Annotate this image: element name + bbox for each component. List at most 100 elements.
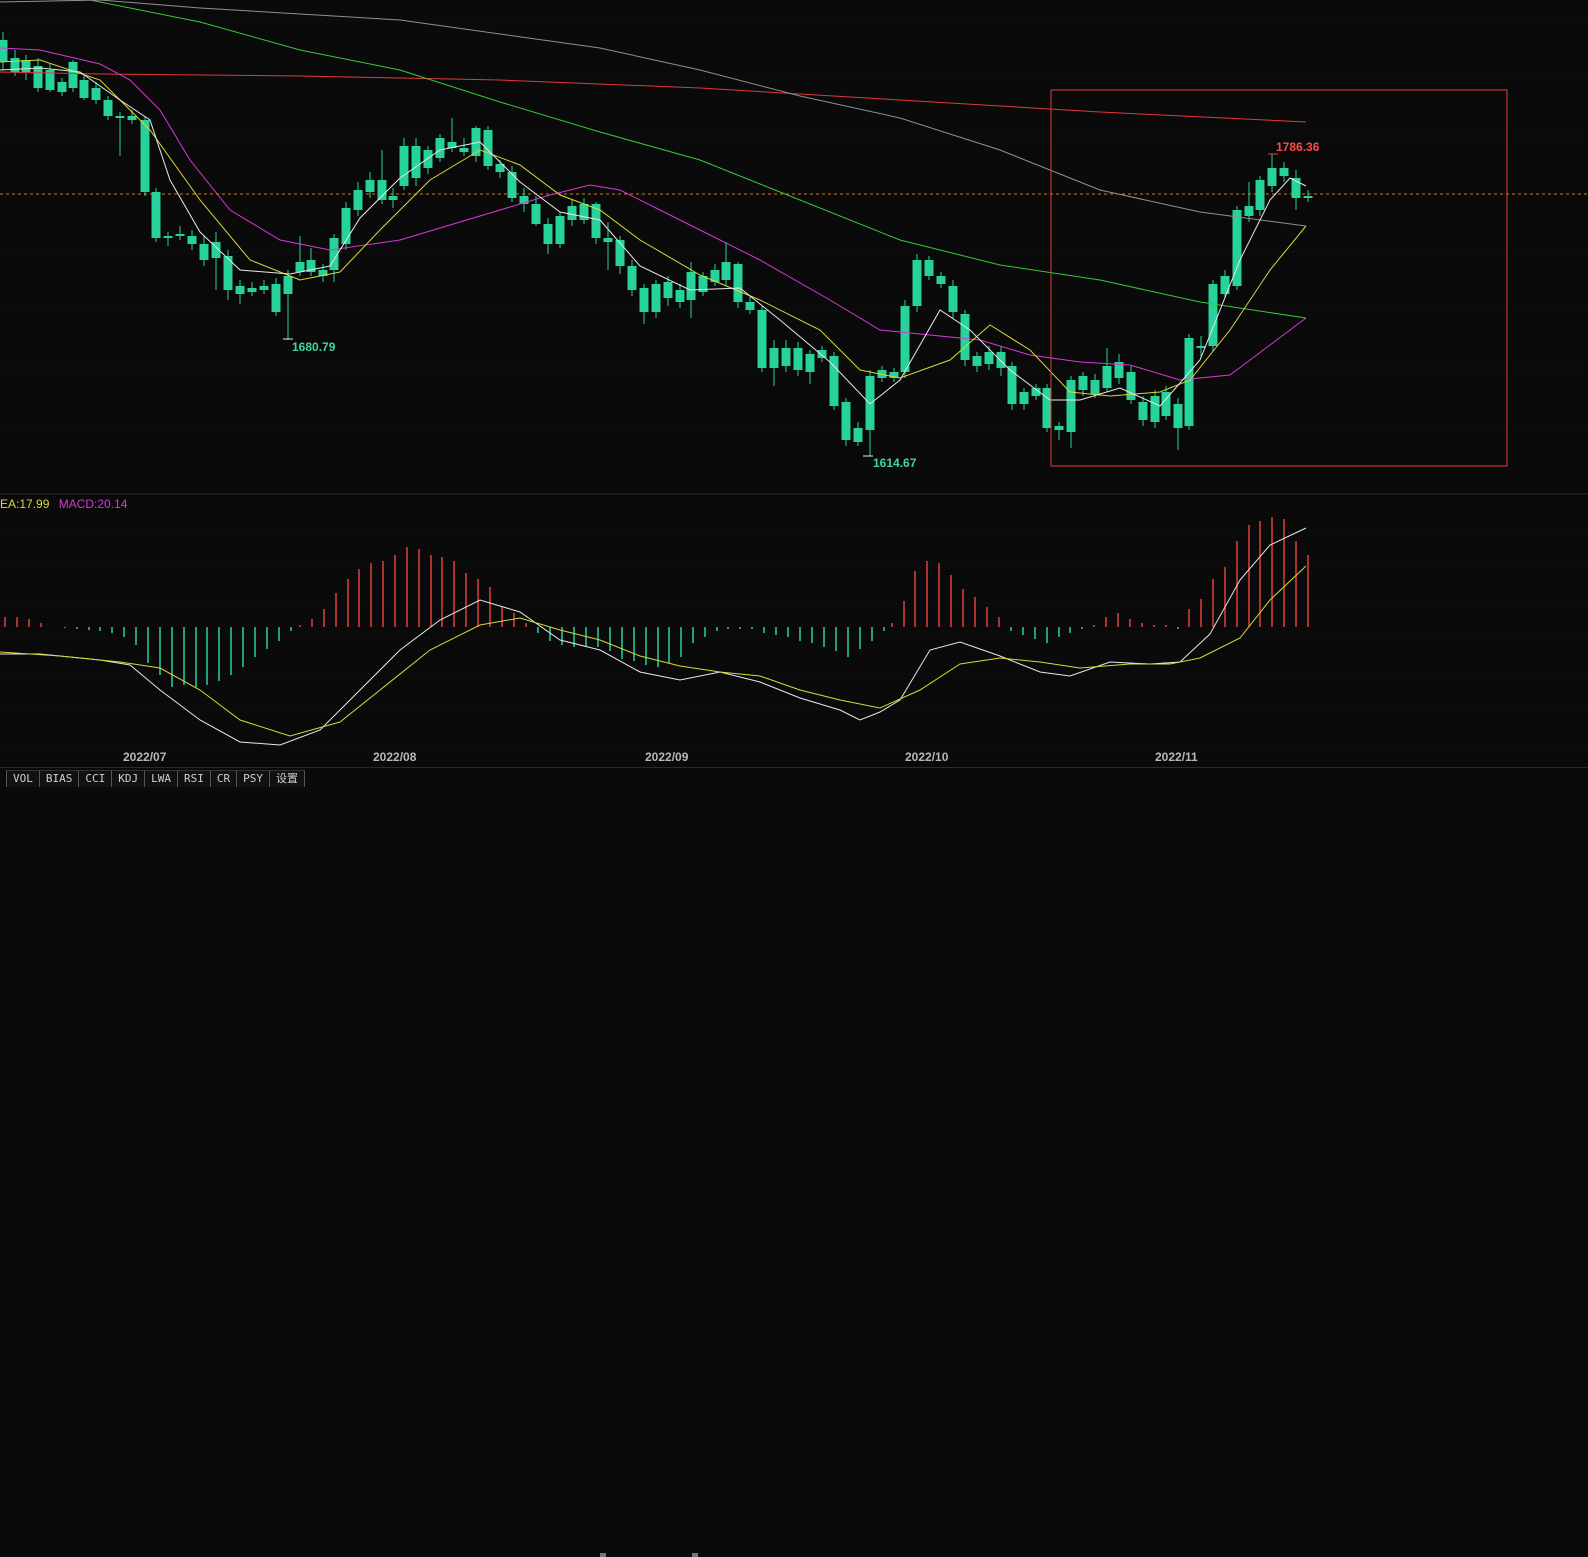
candle-body [627,266,637,290]
scroll-marker [600,1553,606,1557]
ma-gray [0,0,1307,227]
candle [163,232,173,246]
candle-body [1255,180,1265,210]
candle-body [329,238,339,270]
candle [295,236,305,276]
ma-green [89,0,1307,319]
candle [57,78,67,96]
candle-body [377,180,387,200]
grid [0,19,1588,746]
tab-lwa[interactable]: LWA [145,770,178,787]
candle-body [1114,362,1124,378]
candle [531,196,541,226]
candle [1291,170,1301,210]
x-axis: 2022/07 2022/08 2022/09 2022/10 2022/11 [0,748,1588,766]
tab-kdj[interactable]: KDJ [112,770,146,787]
candle [603,222,613,270]
candle [377,150,387,204]
candle [519,188,529,212]
candle-body [733,264,743,302]
kline-chart[interactable] [0,0,1588,797]
tab-vol[interactable]: VOL [6,770,40,787]
candle-body [996,352,1006,368]
candle [829,352,839,410]
candle [235,280,245,304]
candle-body [1267,168,1277,186]
x-label-aug: 2022/08 [373,750,417,764]
candle-body [91,88,101,100]
tab-cr[interactable]: CR [210,770,238,787]
candle-body [211,242,221,258]
macd-histogram [4,517,1309,687]
tab-cci[interactable]: CCI [79,770,113,787]
tab-rsi[interactable]: RSI [178,770,211,787]
candle [924,256,934,280]
candle [1196,336,1206,358]
candle-body [1279,168,1289,176]
candle-body [900,306,910,372]
indicator-tab-bar: VOL BIAS CCI KDJ LWA RSI CR PSY 设置 [0,767,1588,1557]
candle [555,212,565,248]
candle [507,166,517,202]
candle-body [841,402,851,440]
candle [1220,270,1230,298]
highlight-box [1050,89,1508,467]
candle [912,254,922,312]
candle [1031,384,1041,400]
tab-bias[interactable]: BIAS [39,770,80,787]
candle [948,280,958,318]
candle [223,250,233,300]
candle-body [603,238,613,242]
candle-body [353,190,363,210]
candle [900,300,910,378]
candle-body [757,310,767,368]
candle-body [1184,338,1194,426]
candle-body [187,236,197,244]
candle-body [889,372,899,378]
candle [435,134,445,162]
tab-psy[interactable]: PSY [237,770,270,787]
candle-body [365,180,375,192]
candle-body [341,208,351,244]
candle [853,422,863,446]
candle-body [519,196,529,204]
candle [1019,388,1029,410]
candle [1173,398,1183,450]
candle [733,262,743,308]
candle-body [235,286,245,294]
candle-body [972,356,982,366]
candle-body [459,148,469,152]
candle-body [68,62,78,88]
candle-body [57,82,67,92]
candle-body [1291,178,1301,198]
macd-legend: EA:17.99 MACD:20.14 [0,497,127,511]
candle-body [531,204,541,224]
candle-body [45,70,55,90]
candle [651,280,661,318]
candle [841,398,851,446]
candle [936,272,946,288]
tab-settings[interactable]: 设置 [270,770,305,787]
candle [817,346,827,362]
candle [1232,206,1242,290]
candle [10,50,20,76]
candle-body [829,356,839,406]
candle-body [721,262,731,280]
candle [805,350,815,384]
candle [615,236,625,274]
candle [1114,354,1124,384]
candle [865,370,875,456]
candle [889,368,899,382]
candle-body [1244,206,1254,216]
candle [21,55,31,80]
x-label-sep: 2022/09 [645,750,689,764]
candle-body [1196,346,1206,348]
x-label-nov: 2022/11 [1155,750,1198,764]
candle-body [805,354,815,372]
candle [1066,376,1076,448]
candle-body [1066,380,1076,432]
candle-body [1208,284,1218,346]
candle-body [271,284,281,312]
low-label-2: 1614.67 [873,456,917,470]
candle [1208,280,1218,352]
